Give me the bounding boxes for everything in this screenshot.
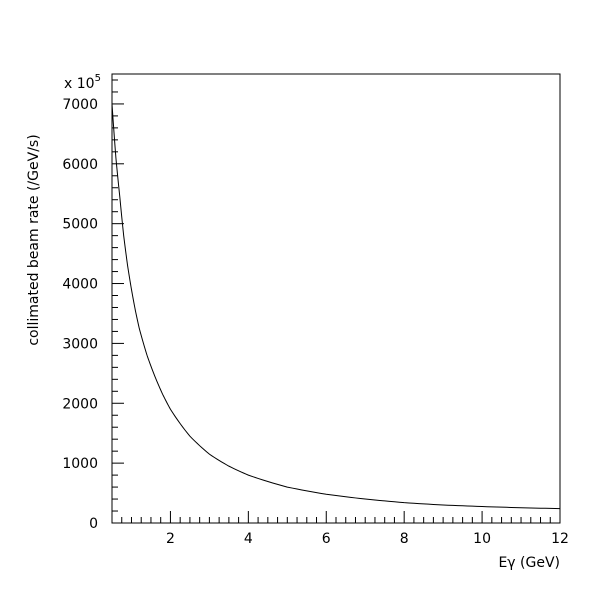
- x-tick-label: 6: [322, 531, 331, 547]
- x-tick-label: 12: [551, 531, 569, 547]
- x-tick-label: 4: [244, 531, 253, 547]
- x-tick-label: 10: [473, 531, 491, 547]
- y-tick-label: 3000: [62, 336, 98, 352]
- series-line: [111, 103, 561, 510]
- x-axis-label: Eγ (GeV): [498, 555, 560, 571]
- labels-layer: 2 4 6 8 10 12 0 1000 2000 3000 4000 5000 6000 7000: [62, 97, 569, 547]
- ticks-layer: [111, 79, 561, 524]
- y-tick-label: 6000: [62, 157, 98, 173]
- x-tick-label: 8: [400, 531, 409, 547]
- y-tick-label: 5000: [62, 217, 98, 233]
- y-axis-label: collimated beam rate (/GeV/s): [26, 134, 42, 345]
- x-tick-label: 2: [166, 531, 175, 547]
- y-tick-label: 1000: [62, 456, 98, 472]
- y-multiplier-label: x 105: [64, 73, 101, 92]
- y-tick-label: 7000: [62, 97, 98, 113]
- y-tick-label: 0: [89, 516, 98, 532]
- y-tick-label: 4000: [62, 277, 98, 293]
- y-tick-label: 2000: [62, 396, 98, 412]
- plot-frame: [111, 73, 561, 524]
